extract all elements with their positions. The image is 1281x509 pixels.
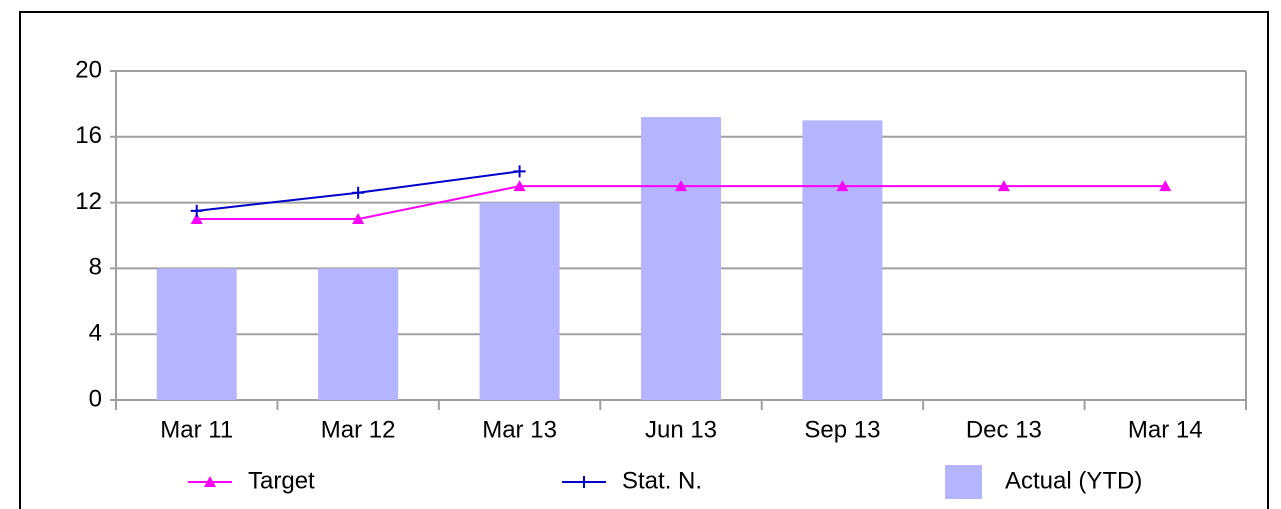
x-tick-label: Mar 11 [160, 416, 233, 443]
point [513, 165, 526, 178]
point [190, 204, 203, 217]
point [513, 180, 526, 192]
legend-label: Target [248, 467, 315, 494]
legend-label: Stat. N. [622, 467, 702, 494]
point [352, 186, 365, 199]
x-tick-label: Sep 13 [804, 416, 880, 443]
bar [318, 268, 399, 400]
x-tick-label: Jun 13 [645, 416, 717, 443]
x-tick-label: Mar 12 [321, 416, 396, 443]
chart-frame [19, 11, 1269, 509]
bar [641, 117, 721, 400]
point [352, 213, 365, 225]
legend-marker [578, 476, 590, 488]
y-tick-label: 16 [75, 122, 102, 149]
point [1159, 180, 1172, 192]
bar [802, 120, 883, 400]
x-tick-label: Mar 14 [1128, 416, 1203, 443]
x-tick-label: Dec 13 [966, 416, 1042, 443]
legend-label: Actual (YTD) [1005, 467, 1142, 494]
y-tick-label: 12 [75, 188, 102, 215]
bar [156, 268, 237, 400]
point [997, 180, 1010, 192]
legend-swatch [945, 465, 982, 499]
point [675, 180, 687, 192]
legend-marker [204, 476, 216, 487]
point [190, 213, 203, 225]
bar [479, 202, 560, 400]
y-tick-label: 8 [89, 254, 102, 281]
point [836, 180, 849, 192]
y-tick-label: 0 [89, 385, 102, 412]
y-tick-label: 4 [89, 320, 102, 347]
x-tick-label: Mar 13 [482, 416, 557, 443]
y-tick-label: 20 [75, 56, 102, 83]
